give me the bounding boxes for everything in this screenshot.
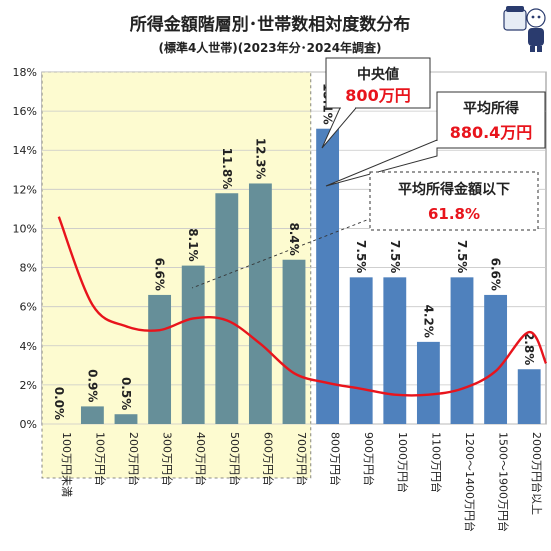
data-label: 7.5% [455, 240, 469, 273]
bar [282, 259, 306, 424]
average-label: 平均所得 [463, 100, 519, 117]
data-label: 7.5% [388, 240, 402, 273]
bar [181, 265, 205, 424]
median-value: 800万円 [345, 86, 410, 105]
data-label: 0.0% [52, 387, 66, 420]
data-label: 7.5% [354, 240, 368, 273]
bars [80, 128, 541, 424]
category-label: 400万円台 [194, 432, 208, 486]
y-tick-label: 12% [13, 183, 37, 196]
data-label: 6.6% [489, 258, 503, 291]
y-tick-label: 14% [13, 144, 37, 157]
y-tick-label: 0% [20, 418, 37, 431]
below-average-leader [191, 217, 373, 289]
category-label: 1200〜1400万円台 [463, 432, 477, 532]
mascot-icon [503, 6, 546, 52]
category-label: 100万円台 [93, 432, 107, 486]
below-average-callout: 平均所得金額以下 61.8% [191, 171, 539, 289]
y-tick-label: 16% [13, 105, 37, 118]
data-label: 8.1% [186, 228, 200, 261]
median-label: 中央値 [357, 66, 399, 83]
below-average-callout-box [369, 171, 539, 231]
data-label: 8.4% [287, 222, 301, 255]
bar [148, 294, 172, 424]
bar [484, 294, 508, 424]
category-label: 100万円未満 [60, 432, 73, 497]
category-labels: 100万円未満 100万円台 200万円台 300万円台 400万円台 500万円台 600… [60, 432, 544, 532]
bar [517, 369, 541, 424]
bar [248, 183, 272, 424]
category-label: 300万円台 [161, 432, 175, 486]
chart-title: 所得金額階層別･世帯数相対度数分布 [130, 14, 411, 35]
y-tick-label: 8% [20, 262, 37, 275]
category-label: 900万円台 [362, 432, 376, 486]
bar [80, 406, 104, 424]
below-average-value: 61.8% [428, 205, 480, 223]
data-label: 2.8% [522, 332, 536, 365]
y-tick-label: 4% [20, 340, 37, 353]
category-label: 800万円台 [329, 432, 343, 486]
data-label: 0.9% [85, 369, 99, 402]
category-label: 2000万円台以上 [530, 432, 544, 515]
category-label: 500万円台 [228, 432, 242, 486]
y-tick-label: 2% [20, 379, 37, 392]
data-label: 12.3% [253, 138, 267, 180]
bar [416, 341, 440, 424]
category-label: 1100万円台 [429, 432, 443, 493]
bar [349, 277, 373, 424]
y-axis-ticks: 0% 2% 4% 6% 8% 10% 12% 14% 16% 18% [13, 66, 37, 431]
trend-line [57, 216, 548, 397]
average-value: 880.4万円 [450, 123, 533, 142]
data-labels: 0.0%0.9%0.5%6.6%8.1%11.8%12.3%8.4%15.1%7… [52, 83, 536, 420]
category-label: 200万円台 [127, 432, 141, 486]
bar [383, 277, 407, 424]
data-label: 6.6% [153, 258, 167, 291]
data-label: 4.2% [421, 305, 435, 338]
bar [450, 277, 474, 424]
category-label: 700万円台 [295, 432, 309, 486]
bar [316, 128, 340, 424]
bar [114, 414, 138, 424]
y-tick-label: 10% [13, 222, 37, 235]
chart-subtitle: (標準4人世帯)(2023年分･2024年調査) [158, 40, 381, 55]
category-label: 1000万円台 [396, 432, 410, 493]
median-callout: 中央値 800万円 [321, 57, 431, 149]
category-label: 1500〜1900万円台 [497, 432, 511, 532]
average-callout-box [436, 91, 546, 149]
median-callout-box [325, 57, 431, 109]
y-tick-label: 6% [20, 301, 37, 314]
below-average-label: 平均所得金額以下 [398, 181, 510, 198]
y-tick-label: 18% [13, 66, 37, 79]
data-label: 11.8% [220, 148, 234, 190]
category-label: 600万円台 [261, 432, 275, 486]
bar [215, 193, 239, 424]
average-callout: 平均所得 880.4万円 [325, 91, 546, 187]
data-label: 0.5% [119, 377, 133, 410]
